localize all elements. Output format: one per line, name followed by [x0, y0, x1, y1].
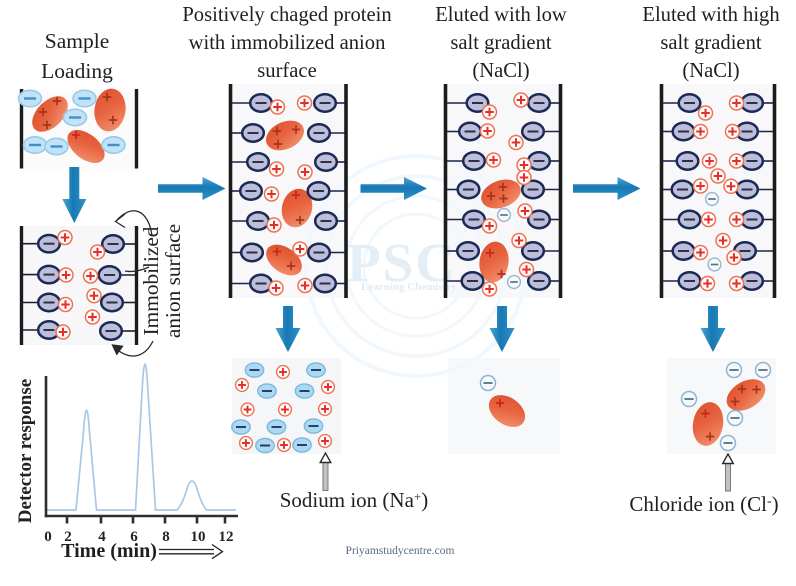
svg-text:salt gradient: salt gradient — [660, 32, 761, 54]
svg-text:Immobilized: Immobilized — [139, 226, 163, 335]
svg-text:Positively chaged protein: Positively chaged protein — [182, 4, 391, 26]
svg-text:anion surface: anion surface — [161, 224, 185, 338]
svg-text:2: 2 — [64, 529, 72, 545]
svg-text:4: 4 — [98, 529, 106, 545]
svg-text:Learning Chemistry: Learning Chemistry — [361, 281, 457, 293]
svg-text:Detector response: Detector response — [15, 379, 36, 523]
svg-text:6: 6 — [130, 529, 138, 545]
svg-text:Eluted with low: Eluted with low — [435, 4, 567, 26]
svg-text:Time (min): Time (min) — [61, 540, 157, 562]
svg-text:8: 8 — [162, 529, 170, 545]
svg-text:10: 10 — [191, 529, 206, 545]
svg-text:Loading: Loading — [41, 59, 113, 83]
svg-text:PSC: PSC — [347, 232, 457, 293]
svg-text:Eluted with high: Eluted with high — [642, 4, 780, 26]
svg-text:Priyamstudycentre.com: Priyamstudycentre.com — [346, 545, 455, 557]
svg-text:12: 12 — [219, 529, 234, 545]
svg-text:0: 0 — [44, 529, 52, 545]
svg-text:(NaCl): (NaCl) — [682, 60, 739, 82]
svg-text:Sodium ion (Na+): Sodium ion (Na+) — [280, 488, 429, 512]
svg-text:with immobilized anion: with immobilized anion — [189, 32, 386, 54]
svg-text:Chloride ion (Cl-): Chloride ion (Cl-) — [629, 492, 778, 516]
svg-text:(NaCl): (NaCl) — [472, 60, 529, 82]
svg-text:surface: surface — [257, 60, 316, 82]
svg-text:Sample: Sample — [45, 29, 110, 53]
svg-text:salt gradient: salt gradient — [450, 32, 551, 54]
